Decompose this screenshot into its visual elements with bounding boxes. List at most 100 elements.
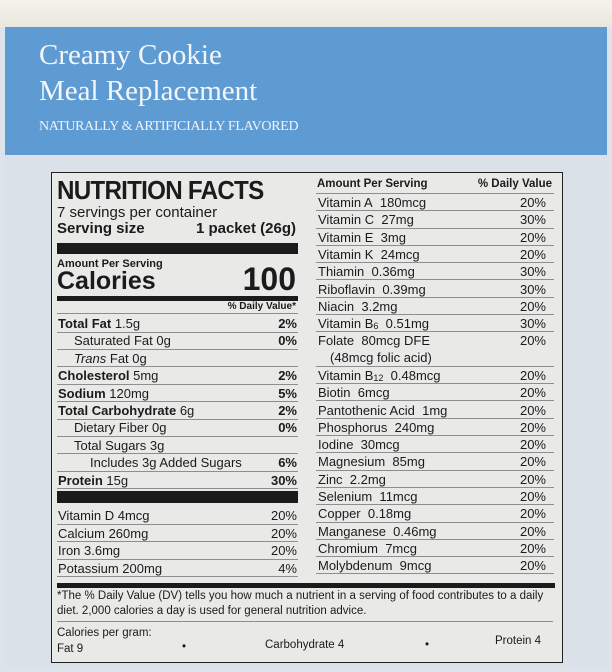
mineral-name: Vitamin D 4mcg bbox=[58, 508, 150, 523]
vitamin-row: Biotin 6mcg 20% bbox=[316, 384, 554, 402]
vitamin-dv: 20% bbox=[519, 558, 546, 574]
vitamin-dv: 20% bbox=[519, 367, 546, 383]
mineral-row: Vitamin D 4mcg 20% bbox=[57, 507, 298, 525]
product-title-line1: Creamy Cookie bbox=[39, 39, 222, 71]
vitamin-dv: 20% bbox=[519, 195, 546, 210]
vitamin-amount: 27mg bbox=[374, 212, 414, 228]
vitamin-dv: 20% bbox=[519, 246, 546, 262]
product-title-line2: Meal Replacement bbox=[39, 75, 258, 107]
vitamin-note: (48mcg folic acid) bbox=[330, 350, 432, 366]
bullet: • bbox=[425, 639, 430, 651]
vitamin-dv: 30% bbox=[519, 212, 546, 228]
nutrient-dv: 2% bbox=[278, 316, 297, 331]
vitamin-row: Niacin 3.2mg 20% bbox=[316, 298, 554, 316]
vitamin-amount: 9mcg bbox=[392, 558, 432, 574]
vitamin-row: Vitamin E 3mg 20% bbox=[316, 229, 554, 246]
vitamin-amount: 0.39mg bbox=[375, 281, 426, 297]
nutrient-name: Sodium bbox=[58, 385, 106, 401]
vitamin-name: Vitamin K bbox=[318, 246, 374, 262]
flavor-statement: NATURALLY & ARTIFICIALLY FLAVORED bbox=[39, 119, 299, 134]
vitamin-name: Biotin bbox=[318, 385, 351, 401]
vitamin-amount: 30mcg bbox=[353, 437, 400, 453]
vitamin-name: Vitamin C bbox=[318, 212, 375, 228]
nutrient-amount: Dietary Fiber 0g bbox=[74, 420, 167, 436]
nutrient-row: Sodium 120mg 5% bbox=[57, 385, 298, 403]
amount-per-serving: Amount Per Serving bbox=[57, 258, 163, 270]
vitamin-dv: 20% bbox=[519, 471, 546, 487]
vitamin-name: Selenium bbox=[318, 489, 373, 504]
serving-size-label: Serving size bbox=[57, 220, 145, 237]
nutrient-amount: Total Sugars 3g bbox=[74, 437, 165, 453]
vitamin-amount: 0.51mg bbox=[378, 316, 430, 332]
nutrient-row: Protein 15g 30% bbox=[57, 472, 298, 490]
mineral-name: Iron 3.6mg bbox=[58, 543, 121, 559]
thick-divider bbox=[57, 243, 298, 254]
nutrient-row: Cholesterol 5mg 2% bbox=[57, 367, 298, 385]
vitamin-dv: 20% bbox=[519, 333, 546, 349]
carbohydrate-calories: Carbohydrate 4 bbox=[265, 639, 345, 651]
daily-value-header: % Daily Value* bbox=[227, 301, 296, 312]
vitamin-dv: 20% bbox=[519, 506, 546, 522]
vitamin-name: Iodine bbox=[318, 437, 354, 453]
nutrient-name-italic: Trans bbox=[74, 350, 107, 366]
vitamin-row: Zinc 2.2mg 20% bbox=[316, 471, 554, 488]
vitamin-dv: 20% bbox=[519, 385, 546, 401]
daily-value-footnote: *The % Daily Value (DV) tells you how mu… bbox=[57, 589, 553, 622]
vitamin-name: Thiamin bbox=[318, 264, 365, 280]
vitamin-row: Vitamin B12 0.48mcg 20% bbox=[316, 367, 554, 385]
nutrient-amount: Fat 0g bbox=[106, 350, 147, 366]
vitamin-name: Magnesium bbox=[318, 454, 386, 470]
vitamin-amount: 3.2mg bbox=[354, 298, 398, 314]
calories-per-gram-label: Calories per gram: bbox=[57, 627, 152, 639]
vitamin-name: Chromium bbox=[318, 540, 378, 556]
vitamin-row: Folate 80mcg DFE (48mcg folic acid) 20% bbox=[316, 332, 554, 367]
bullet: • bbox=[182, 641, 187, 653]
nutrient-amount: 6g bbox=[176, 403, 195, 418]
thick-divider bbox=[57, 583, 555, 588]
divider bbox=[316, 193, 554, 194]
vitamin-amount: 0.18mg bbox=[360, 506, 412, 522]
mineral-row: Calcium 260mg 20% bbox=[57, 525, 298, 543]
vitamin-row: Pantothenic Acid 1mg 20% bbox=[316, 402, 554, 419]
vitamin-row: Manganese 0.46mg 20% bbox=[316, 523, 554, 540]
vitamin-dv: 20% bbox=[519, 540, 546, 556]
nutrient-row: Trans Fat 0g bbox=[57, 350, 298, 368]
vitamin-name: Zinc bbox=[318, 471, 343, 487]
vitamin-row: Molybdenum 9mcg 20% bbox=[316, 557, 554, 575]
vitamin-name: Copper bbox=[318, 506, 361, 522]
vitamin-dv: 20% bbox=[519, 523, 546, 539]
nutrient-amount: 15g bbox=[102, 472, 129, 488]
mineral-row: Iron 3.6mg 20% bbox=[57, 542, 298, 560]
serving-size-value: 1 packet (26g) bbox=[195, 220, 296, 237]
vitamin-row: Chromium 7mcg 20% bbox=[316, 540, 554, 558]
calories-value: 100 bbox=[242, 261, 296, 297]
vitamin-amount: 1mg bbox=[414, 402, 448, 418]
vitamin-dv: 30% bbox=[519, 264, 546, 280]
fat-calories: Fat 9 bbox=[57, 643, 84, 655]
nutrient-dv: 0% bbox=[278, 333, 297, 349]
mineral-dv: 20% bbox=[270, 508, 297, 523]
nutrient-amount: 5mg bbox=[129, 368, 159, 384]
vitamin-row: Vitamin A 180mcg 20% bbox=[316, 194, 554, 212]
mineral-name: Potassium 200mg bbox=[58, 560, 163, 576]
vitamin-row: Magnesium 85mg 20% bbox=[316, 453, 554, 471]
vitamin-dv: 30% bbox=[519, 316, 546, 332]
nutrient-amount: 1.5g bbox=[111, 316, 141, 331]
vitamin-amount: 80mcg DFE bbox=[354, 333, 430, 349]
vitamin-name: Folate bbox=[318, 333, 355, 349]
nutrient-name: Protein bbox=[58, 472, 103, 488]
vitamin-name: Niacin bbox=[318, 298, 355, 314]
nutrient-dv: 30% bbox=[270, 472, 297, 488]
vitamin-dv: 20% bbox=[519, 419, 546, 435]
vitamin-name: Vitamin E bbox=[318, 229, 374, 245]
vitamin-amount: 85mg bbox=[385, 454, 425, 470]
mineral-name: Calcium 260mg bbox=[58, 525, 149, 541]
medium-divider bbox=[57, 296, 298, 301]
vitamin-amount: 0.48mcg bbox=[383, 367, 441, 383]
nutrient-row: Dietary Fiber 0g 0% bbox=[57, 419, 298, 437]
vitamin-name: Molybdenum bbox=[318, 558, 393, 574]
vitamin-amount: 11mcg bbox=[372, 489, 418, 504]
vitamin-dv: 20% bbox=[519, 298, 546, 314]
nutrient-row: Total Fat 1.5g 2% bbox=[57, 315, 298, 333]
vitamin-amount: 0.46mg bbox=[385, 523, 437, 539]
